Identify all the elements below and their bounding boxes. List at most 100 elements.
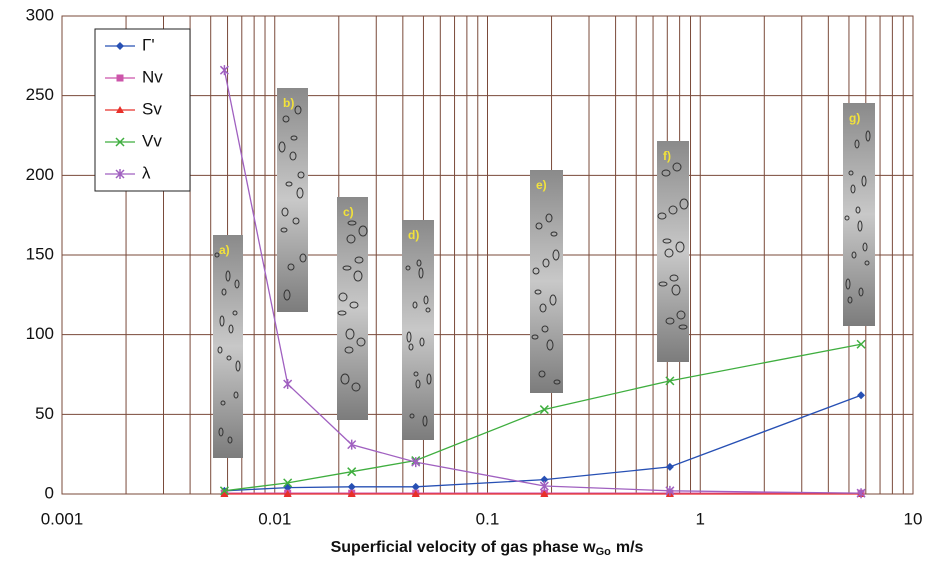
marker — [665, 376, 675, 386]
marker — [665, 485, 675, 496]
bubble — [657, 212, 667, 220]
photo-label: b) — [283, 96, 294, 110]
marker — [539, 481, 549, 492]
marker — [220, 490, 229, 497]
marker — [283, 490, 292, 497]
bubble — [671, 284, 681, 296]
marker — [116, 106, 124, 113]
bubble — [219, 315, 225, 327]
y-tick-label: 0 — [45, 483, 54, 502]
bubble — [214, 252, 220, 258]
bubble — [294, 105, 302, 115]
marker — [219, 486, 229, 496]
bubble — [234, 279, 240, 289]
flow-photo — [530, 170, 563, 393]
marker — [116, 42, 124, 50]
x-tick-label: 0.1 — [476, 509, 500, 528]
bubble — [228, 324, 234, 334]
bubble — [662, 238, 672, 244]
bubble — [534, 289, 542, 295]
x-tick-label: 1 — [696, 509, 705, 528]
bubble — [676, 310, 686, 320]
photo-label: g) — [849, 111, 860, 125]
legend-label: Γ' — [142, 35, 155, 54]
bubble — [290, 135, 298, 141]
bubble — [550, 231, 558, 237]
bubble — [349, 301, 359, 309]
bubble — [678, 324, 688, 330]
bubble — [532, 267, 540, 275]
bubble — [345, 328, 355, 340]
bubble — [855, 206, 861, 214]
bubble — [281, 207, 289, 217]
x-tick-label: 10 — [904, 509, 923, 528]
bubble — [283, 289, 291, 301]
bubble — [221, 288, 227, 296]
bubble — [287, 263, 295, 271]
bubble — [538, 370, 546, 378]
marker — [347, 490, 356, 497]
bubble — [664, 248, 674, 258]
bubble — [278, 141, 286, 153]
bubble — [353, 270, 363, 282]
legend-label: Vv — [142, 131, 162, 150]
bubble — [408, 343, 414, 351]
bubble — [418, 267, 424, 279]
bubble — [675, 241, 685, 253]
y-tick-label: 100 — [26, 324, 54, 343]
bubble — [342, 265, 352, 271]
y-tick-label: 200 — [26, 165, 54, 184]
bubble — [847, 296, 853, 304]
bubble — [553, 379, 561, 385]
bubble — [289, 151, 297, 161]
photo-label: f) — [663, 149, 671, 163]
bubble — [546, 339, 554, 351]
bubble — [346, 234, 356, 244]
legend-label: Sv — [142, 99, 162, 118]
marker — [347, 482, 356, 491]
bubble — [409, 413, 415, 419]
marker — [115, 169, 125, 179]
bubble — [415, 379, 421, 389]
y-tick-label: 300 — [26, 5, 54, 24]
bubble — [552, 249, 560, 261]
marker — [856, 488, 866, 499]
marker — [116, 74, 124, 82]
bubble — [854, 139, 860, 149]
bubble — [296, 187, 304, 199]
bubble — [282, 115, 290, 123]
legend-label: λ — [142, 163, 151, 182]
bubble — [672, 162, 682, 172]
marker — [856, 339, 866, 349]
bubble — [232, 310, 238, 316]
photo-label: c) — [343, 205, 354, 219]
bubble — [419, 337, 425, 347]
y-tick-label: 250 — [26, 85, 54, 104]
bubble — [358, 225, 368, 237]
bubble — [413, 371, 419, 377]
bubble — [351, 382, 361, 392]
bubble — [858, 287, 864, 297]
bubble — [299, 253, 307, 263]
marker — [283, 478, 293, 488]
bubble — [227, 436, 233, 444]
bubble — [280, 227, 288, 233]
photo-label: e) — [536, 178, 547, 192]
bubble — [422, 415, 428, 427]
bubble — [356, 337, 366, 347]
marker — [857, 391, 866, 400]
legend-box — [94, 28, 191, 192]
marker — [411, 457, 421, 468]
bubble — [405, 265, 411, 271]
bubble — [297, 171, 305, 179]
bubble — [416, 259, 422, 267]
bubble — [668, 205, 678, 215]
marker — [540, 475, 549, 484]
bubble — [539, 303, 547, 313]
bubble — [426, 373, 432, 385]
bubble — [235, 360, 241, 372]
bubble — [217, 346, 223, 354]
marker — [115, 137, 125, 147]
flow-photo — [277, 88, 308, 312]
bubble — [669, 274, 679, 282]
